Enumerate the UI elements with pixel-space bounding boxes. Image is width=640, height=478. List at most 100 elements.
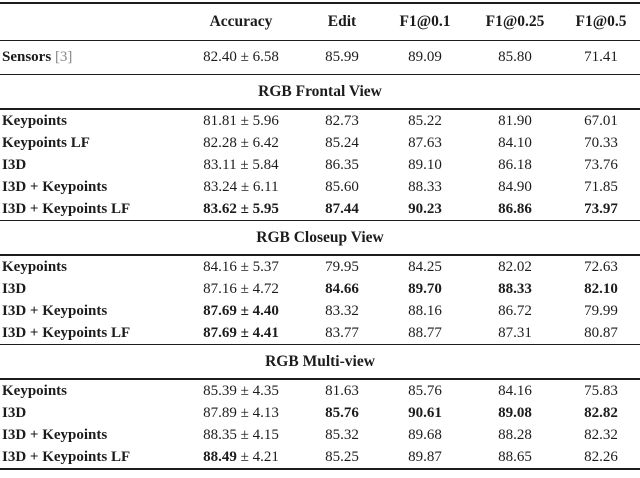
column-header-accuracy: Accuracy <box>209 13 273 30</box>
cell-value: 87.44 <box>325 200 359 217</box>
cell-value: 84.90 <box>498 178 532 195</box>
row-label: Keypoints <box>2 258 68 275</box>
cell-value: 90.61 <box>408 404 442 421</box>
table-row-sensors: Sensors [3] 82.40 ± 6.58 85.99 89.09 85.… <box>0 41 640 75</box>
row-label: I3D <box>2 156 27 173</box>
cell-value: 71.85 <box>584 178 618 195</box>
cell-value: 79.95 <box>325 258 359 275</box>
cell-value: 85.32 <box>325 426 359 443</box>
column-header-f1-05: F1@0.5 <box>575 13 627 30</box>
cell-value: 84.25 <box>408 258 442 275</box>
row-label-sensors: Sensors [3] <box>0 49 180 66</box>
cell-value: 84.10 <box>498 134 532 151</box>
cell-value: 88.16 <box>408 302 442 319</box>
row-label: Keypoints <box>2 382 68 399</box>
cell-value: 86.35 <box>325 156 359 173</box>
cell-value: 89.08 <box>498 404 532 421</box>
citation-link[interactable]: [3] <box>54 49 73 65</box>
table-row: I3D 83.11 ± 5.84 86.35 89.10 86.18 73.76 <box>0 154 640 176</box>
row-label: I3D + Keypoints <box>2 302 108 319</box>
row-label: I3D + Keypoints <box>2 426 108 443</box>
cell-value: 85.25 <box>325 448 359 465</box>
cell-value: 79.99 <box>584 302 618 319</box>
cell-value: 84.66 <box>325 280 359 297</box>
cell-accuracy: 82.40 ± 6.58 <box>203 49 279 65</box>
row-label: Keypoints LF <box>2 134 90 151</box>
table-row: Keypoints LF 82.28 ± 6.42 85.24 87.63 84.10 7… <box>0 132 640 154</box>
cell-value: 88.35 ± 4.15 <box>203 426 279 443</box>
table-row: I3D + Keypoints LF 83.62 ± 5.95 87.44 90.23… <box>0 198 640 220</box>
cell-value: 82.26 <box>584 448 618 465</box>
cell-value: 70.33 <box>584 134 618 151</box>
row-label: I3D + Keypoints LF <box>2 448 131 465</box>
cell-value: 86.18 <box>498 156 532 173</box>
cell-value: 88.33 <box>408 178 442 195</box>
cell-value: 85.76 <box>325 404 359 421</box>
table-sections: RGB Frontal View Keypoints 81.81 ± 5.96 82.… <box>0 75 640 468</box>
cell-value: 67.01 <box>584 112 618 129</box>
table-row: I3D 87.16 ± 4.72 84.66 89.70 88.33 82.10 <box>0 278 640 300</box>
section-title: RGB Closeup View <box>0 221 640 256</box>
cell-value: 82.10 <box>584 280 618 297</box>
table-section: RGB Multi-view Keypoints 85.39 ± 4.35 81.63… <box>0 344 640 468</box>
cell-value: 84.16 ± 5.37 <box>203 258 279 275</box>
cell-value: 81.81 ± 5.96 <box>203 112 279 129</box>
section-title: RGB Multi-view <box>0 345 640 380</box>
cell-value: 84.16 <box>498 382 532 399</box>
column-header-f1-01: F1@0.1 <box>399 13 451 30</box>
table-row: I3D + Keypoints LF 88.49 ± 4.21 85.25 89.87… <box>0 446 640 468</box>
cell-value: 83.62 ± 5.95 <box>203 200 279 217</box>
cell-value: 89.68 <box>408 426 442 443</box>
table-row: I3D + Keypoints LF 87.69 ± 4.41 83.77 88.77… <box>0 322 640 344</box>
cell-value: 85.76 <box>408 382 442 399</box>
table-row: I3D 87.89 ± 4.13 85.76 90.61 89.08 82.82 <box>0 402 640 424</box>
cell-value: 82.02 <box>498 258 532 275</box>
cell-value: 88.65 <box>498 448 532 465</box>
table-row: I3D + Keypoints 87.69 ± 4.40 83.32 88.16 86.… <box>0 300 640 322</box>
cell-value-bold-part: 88.49 <box>203 448 237 465</box>
cell-value: 83.77 <box>325 324 359 341</box>
cell-edit: 85.99 <box>325 49 359 65</box>
row-label: I3D <box>2 280 27 297</box>
results-table: Accuracy Edit F1@0.1 F1@0.25 F1@0.5 Sens… <box>0 2 640 470</box>
table-header-row: Accuracy Edit F1@0.1 F1@0.25 F1@0.5 <box>0 4 640 41</box>
cell-value: 89.70 <box>408 280 442 297</box>
cell-value: 89.10 <box>408 156 442 173</box>
table-row: Keypoints 81.81 ± 5.96 82.73 85.22 81.90 67.0… <box>0 110 640 132</box>
cell-value: 87.63 <box>408 134 442 151</box>
cell-value: 82.82 <box>584 404 618 421</box>
cell-value: 90.23 <box>408 200 442 217</box>
cell-f1-01: 89.09 <box>408 49 442 65</box>
table-row: Keypoints 85.39 ± 4.35 81.63 85.76 84.16 75.8… <box>0 380 640 402</box>
cell-value: 75.83 <box>584 382 618 399</box>
cell-value: 82.28 ± 6.42 <box>203 134 279 151</box>
cell-value: 85.24 <box>325 134 359 151</box>
row-label: I3D <box>2 404 27 421</box>
cell-value: 88.49 ± 4.21 <box>203 448 279 465</box>
cell-value: 83.24 ± 6.11 <box>203 178 279 195</box>
cell-value: 86.86 <box>498 200 532 217</box>
column-header-edit: Edit <box>327 13 357 30</box>
cell-value: 85.22 <box>408 112 442 129</box>
table-row: I3D + Keypoints 83.24 ± 6.11 85.60 88.33 84.… <box>0 176 640 198</box>
cell-value: 89.87 <box>408 448 442 465</box>
cell-f1-05: 71.41 <box>584 49 618 65</box>
cell-value: 88.77 <box>408 324 442 341</box>
cell-value: 73.97 <box>584 200 618 217</box>
table-row: I3D + Keypoints 88.35 ± 4.15 85.32 89.68 88.… <box>0 424 640 446</box>
cell-value: 82.32 <box>584 426 618 443</box>
cell-value: 82.73 <box>325 112 359 129</box>
cell-value: 88.33 <box>498 280 532 297</box>
cell-value: 87.69 ± 4.40 <box>203 302 279 319</box>
cell-value: 81.63 <box>325 382 359 399</box>
table-section: RGB Frontal View Keypoints 81.81 ± 5.96 82.… <box>0 75 640 220</box>
cell-value: 85.39 ± 4.35 <box>203 382 279 399</box>
cell-value: 87.31 <box>498 324 532 341</box>
cell-value: 73.76 <box>584 156 618 173</box>
row-label: Keypoints <box>2 112 68 129</box>
section-title: RGB Frontal View <box>0 75 640 110</box>
cell-value: 86.72 <box>498 302 532 319</box>
cell-value: 87.69 ± 4.41 <box>203 324 279 341</box>
cell-value: 88.28 <box>498 426 532 443</box>
cell-value: 81.90 <box>498 112 532 129</box>
